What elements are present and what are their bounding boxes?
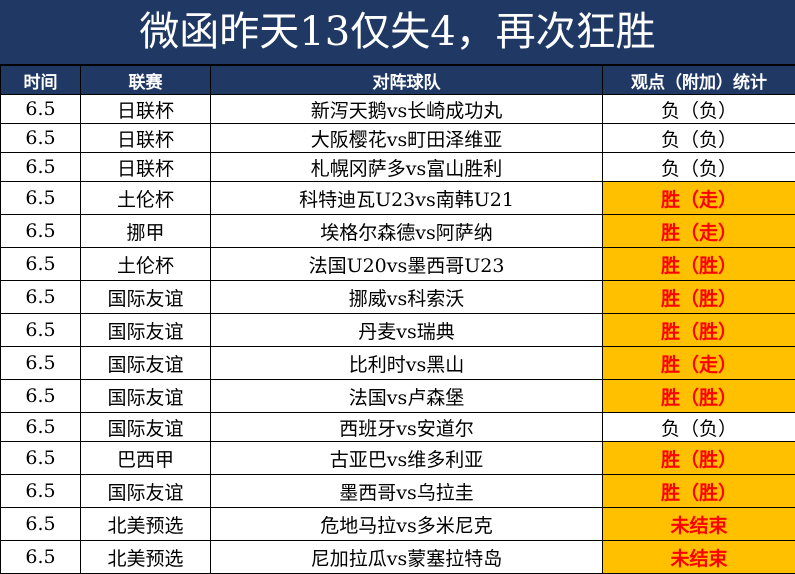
- match-cell: 古亚巴vs维多利亚: [211, 442, 603, 475]
- time-cell: 6.5: [1, 314, 81, 347]
- time-cell: 6.5: [1, 124, 81, 153]
- result-cell: 负（负）: [603, 413, 795, 442]
- league-cell: 挪甲: [81, 215, 211, 248]
- result-cell: 胜（胜）: [603, 314, 795, 347]
- match-cell: 大阪樱花vs町田泽维亚: [211, 124, 603, 153]
- league-cell: 北美预选: [81, 541, 211, 574]
- time-cell: 6.5: [1, 413, 81, 442]
- time-cell: 6.5: [1, 442, 81, 475]
- match-cell: 法国U20vs墨西哥U23: [211, 248, 603, 281]
- time-cell: 6.5: [1, 281, 81, 314]
- result-cell: 胜（走）: [603, 215, 795, 248]
- match-cell: 危地马拉vs多米尼克: [211, 508, 603, 541]
- match-cell: 科特迪瓦U23vs南韩U21: [211, 182, 603, 215]
- league-cell: 国际友谊: [81, 380, 211, 413]
- league-cell: 国际友谊: [81, 314, 211, 347]
- match-cell: 西班牙vs安道尔: [211, 413, 603, 442]
- time-cell: 6.5: [1, 153, 81, 182]
- match-cell: 新泻天鹅vs长崎成功丸: [211, 95, 603, 124]
- league-cell: 土伦杯: [81, 248, 211, 281]
- result-cell: 胜（胜）: [603, 281, 795, 314]
- league-cell: 北美预选: [81, 508, 211, 541]
- league-cell: 国际友谊: [81, 475, 211, 508]
- header-time: 时间: [1, 66, 81, 95]
- header-row: 时间 联赛 对阵球队 观点（附加）统计: [1, 66, 795, 95]
- result-cell: 负（负）: [603, 153, 795, 182]
- header-result: 观点（附加）统计: [603, 66, 795, 95]
- result-cell: 负（负）: [603, 124, 795, 153]
- time-cell: 6.5: [1, 95, 81, 124]
- result-cell: 未结束: [603, 508, 795, 541]
- time-cell: 6.5: [1, 182, 81, 215]
- result-cell: 胜（胜）: [603, 475, 795, 508]
- league-cell: 日联杯: [81, 153, 211, 182]
- league-cell: 国际友谊: [81, 413, 211, 442]
- result-cell: 胜（走）: [603, 182, 795, 215]
- result-cell: 胜（胜）: [603, 248, 795, 281]
- result-cell: 未结束: [603, 541, 795, 574]
- time-cell: 6.5: [1, 508, 81, 541]
- league-cell: 巴西甲: [81, 442, 211, 475]
- page-title: 微函昨天13仅失4，再次狂胜: [0, 0, 795, 65]
- time-cell: 6.5: [1, 347, 81, 380]
- result-cell: 负（负）: [603, 95, 795, 124]
- league-cell: 国际友谊: [81, 281, 211, 314]
- match-cell: 尼加拉瓜vs蒙塞拉特岛: [211, 541, 603, 574]
- league-cell: 日联杯: [81, 95, 211, 124]
- result-cell: 胜（胜）: [603, 442, 795, 475]
- match-cell: 挪威vs科索沃: [211, 281, 603, 314]
- match-cell: 札幌冈萨多vs富山胜利: [211, 153, 603, 182]
- match-cell: 墨西哥vs乌拉圭: [211, 475, 603, 508]
- match-cell: 法国vs卢森堡: [211, 380, 603, 413]
- result-cell: 胜（走）: [603, 347, 795, 380]
- result-cell: 胜（胜）: [603, 380, 795, 413]
- header-league: 联赛: [81, 66, 211, 95]
- time-cell: 6.5: [1, 215, 81, 248]
- time-cell: 6.5: [1, 475, 81, 508]
- time-cell: 6.5: [1, 380, 81, 413]
- header-match: 对阵球队: [211, 66, 603, 95]
- time-cell: 6.5: [1, 248, 81, 281]
- match-cell: 埃格尔森德vs阿萨纳: [211, 215, 603, 248]
- match-cell: 丹麦vs瑞典: [211, 314, 603, 347]
- league-cell: 土伦杯: [81, 182, 211, 215]
- match-cell: 比利时vs黑山: [211, 347, 603, 380]
- league-cell: 国际友谊: [81, 347, 211, 380]
- league-cell: 日联杯: [81, 124, 211, 153]
- time-cell: 6.5: [1, 541, 81, 574]
